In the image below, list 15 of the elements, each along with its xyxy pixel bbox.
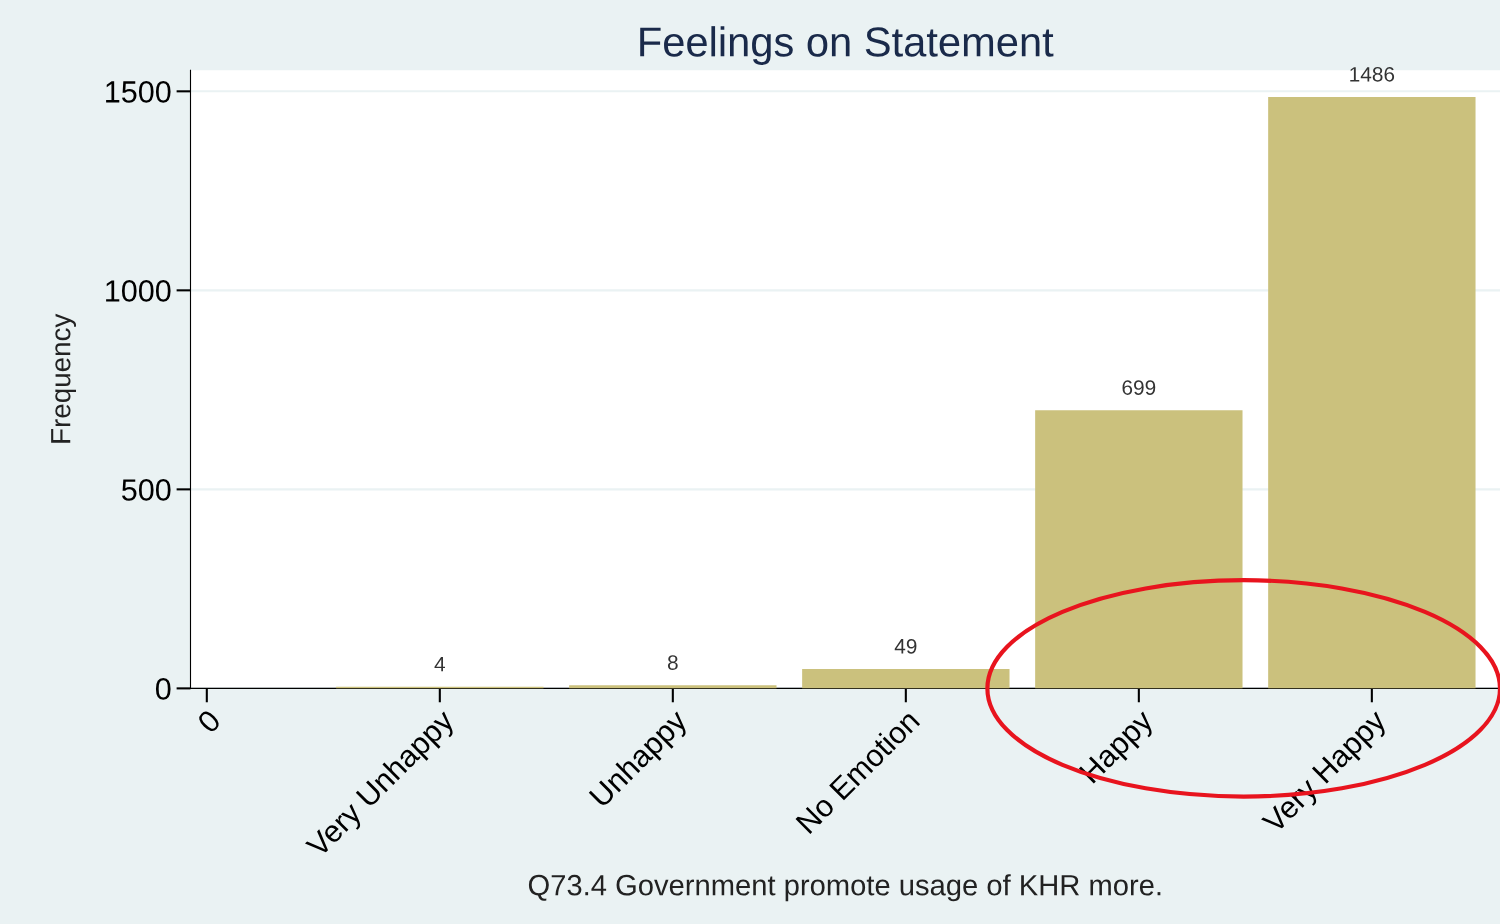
y-tick-label: 1500 bbox=[106, 81, 171, 103]
bar bbox=[802, 668, 1010, 689]
y-tick-label: 1000 bbox=[106, 280, 171, 302]
data-label: 4 bbox=[434, 657, 445, 672]
x-tick-label: 0 bbox=[196, 708, 222, 735]
x-axis-title: Q73.4 Government promote usage of KHR more. bbox=[528, 874, 1161, 902]
data-label: 49 bbox=[894, 638, 917, 654]
data-label: 8 bbox=[667, 655, 678, 670]
y-tick-label: 500 bbox=[122, 479, 171, 501]
data-label: 699 bbox=[1122, 380, 1156, 395]
bar bbox=[569, 685, 777, 689]
data-label: 1486 bbox=[1350, 66, 1395, 82]
y-tick-label: 0 bbox=[155, 678, 171, 700]
y-axis-title: Frequency bbox=[51, 313, 77, 443]
chart-title: Feelings on Statement bbox=[640, 26, 1054, 65]
